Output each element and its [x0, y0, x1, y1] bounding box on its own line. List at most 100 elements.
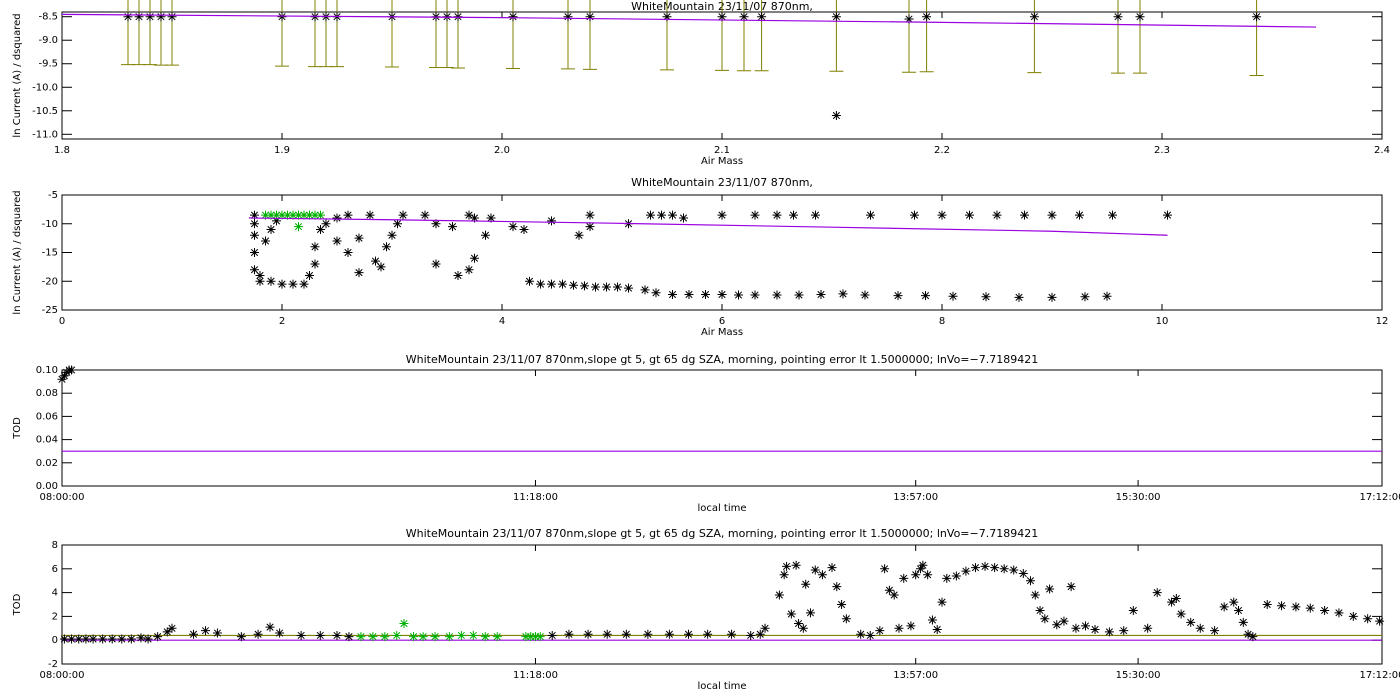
data-point [779, 570, 789, 580]
x-tick-label: 0 [59, 316, 65, 327]
data-point [332, 236, 342, 246]
error-bar [451, 0, 465, 69]
data-point [107, 634, 117, 644]
y-tick-label: -15 [42, 248, 58, 259]
data-point [932, 624, 942, 634]
data-point [250, 248, 259, 257]
data-point [894, 623, 904, 633]
y-tick-label: 0.00 [36, 481, 58, 492]
data-point [310, 259, 320, 269]
data-point [480, 632, 490, 642]
error-bar [143, 0, 157, 66]
data-point [81, 634, 91, 644]
data-point [727, 629, 737, 639]
data-point [646, 210, 655, 220]
data-point [508, 222, 518, 232]
data-point [657, 210, 666, 220]
data-point [266, 276, 276, 286]
data-point [942, 573, 952, 583]
data-point [189, 629, 199, 639]
data-point [624, 283, 633, 293]
data-point [574, 230, 584, 240]
data-point [1262, 600, 1272, 609]
data-point [1176, 609, 1186, 619]
data-point [315, 630, 325, 640]
data-point [865, 630, 875, 640]
data-point [805, 608, 815, 618]
data-point [508, 12, 518, 22]
y-tick-label: -11.0 [32, 129, 58, 140]
data-point [602, 629, 612, 639]
data-point [525, 276, 534, 286]
data-point [664, 629, 674, 639]
data-point [948, 291, 958, 301]
data-point [621, 629, 631, 639]
data-point [519, 225, 529, 234]
data-point [1029, 12, 1039, 22]
data-point [277, 12, 287, 22]
data-point [448, 222, 457, 232]
data-point [585, 210, 595, 220]
x-tick-label: 2.4 [1374, 145, 1390, 156]
data-point [1080, 621, 1090, 631]
data-point [583, 629, 593, 639]
data-point [468, 630, 478, 640]
data-point [250, 219, 259, 229]
data-point [253, 629, 263, 639]
data-point [456, 630, 466, 640]
data-point [1080, 292, 1090, 302]
data-point [893, 291, 903, 301]
data-point [294, 222, 303, 232]
chart-title: WhiteMountain 23/11/07 870nm,slope gt 5,… [406, 353, 1038, 366]
error-bar [919, 0, 934, 73]
data-point [486, 213, 496, 223]
data-point [918, 560, 928, 570]
error-bar [308, 0, 322, 68]
data-point [277, 210, 287, 220]
data-point [980, 561, 990, 571]
data-point [563, 12, 573, 22]
data-point [1052, 620, 1062, 630]
data-point [1119, 626, 1129, 636]
data-point [739, 12, 749, 22]
data-point [266, 210, 276, 220]
data-point [904, 14, 914, 24]
x-tick-label: 11:18:00 [513, 670, 558, 681]
chart-title: WhiteMountain 23/11/07 870nm, [631, 176, 813, 189]
data-point [156, 12, 166, 22]
data-point [827, 563, 837, 573]
data-point [261, 210, 270, 220]
data-point [921, 291, 930, 301]
data-point [343, 210, 353, 220]
error-bar [330, 0, 344, 68]
data-point [134, 12, 144, 22]
x-axis-label: Air Mass [701, 156, 743, 167]
data-point [911, 570, 921, 580]
data-point [299, 279, 309, 289]
data-point [1234, 605, 1244, 615]
x-tick-label: 08:00:00 [40, 492, 85, 503]
data-point [1066, 582, 1076, 592]
data-point [774, 590, 784, 600]
data-point [392, 630, 402, 640]
data-point [782, 561, 792, 571]
data-point [831, 110, 841, 120]
data-point [526, 632, 536, 642]
data-point [382, 242, 391, 252]
data-point [1075, 210, 1084, 220]
x-tick-label: 2.1 [714, 145, 730, 156]
data-point [1171, 594, 1181, 604]
data-point [167, 623, 177, 633]
data-point [1163, 210, 1172, 220]
y-tick-label: 0.10 [36, 365, 58, 376]
data-point [380, 632, 390, 642]
data-point [250, 230, 259, 240]
data-point [794, 290, 804, 300]
data-point [922, 12, 932, 22]
data-point [305, 210, 314, 220]
data-point [760, 623, 770, 633]
plot-frame [61, 544, 1383, 665]
data-point [255, 276, 265, 286]
data-point [717, 289, 727, 299]
